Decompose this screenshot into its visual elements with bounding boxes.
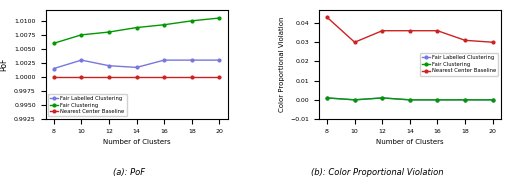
Fair Labelled Clustering <box>489 99 495 101</box>
Fair Labelled Clustering <box>323 97 329 99</box>
Nearest Center Baseline <box>161 76 167 78</box>
Fair Labelled Clustering <box>406 99 412 101</box>
Fair Clustering <box>106 31 112 33</box>
Line: Fair Clustering: Fair Clustering <box>325 97 493 101</box>
Fair Clustering <box>216 17 222 19</box>
Fair Clustering <box>133 26 139 29</box>
Line: Fair Labelled Clustering: Fair Labelled Clustering <box>325 97 493 101</box>
Text: (a): PoF: (a): PoF <box>113 168 145 177</box>
Fair Clustering <box>378 97 384 99</box>
Nearest Center Baseline <box>461 39 467 41</box>
Fair Clustering <box>461 99 467 101</box>
Legend: Fair Labelled Clustering, Fair Clustering, Nearest Center Baseline: Fair Labelled Clustering, Fair Clusterin… <box>419 53 497 75</box>
Nearest Center Baseline <box>406 30 412 32</box>
Fair Labelled Clustering <box>378 97 384 99</box>
Nearest Center Baseline <box>188 76 194 78</box>
Fair Clustering <box>78 34 84 36</box>
Fair Clustering <box>406 99 412 101</box>
X-axis label: Number of Clusters: Number of Clusters <box>103 139 170 145</box>
Fair Clustering <box>489 99 495 101</box>
Nearest Center Baseline <box>133 76 139 78</box>
Fair Clustering <box>351 99 357 101</box>
Line: Fair Labelled Clustering: Fair Labelled Clustering <box>53 59 220 70</box>
Line: Nearest Center Baseline: Nearest Center Baseline <box>325 16 493 44</box>
Nearest Center Baseline <box>50 76 57 78</box>
Fair Clustering <box>323 97 329 99</box>
Fair Labelled Clustering <box>133 66 139 69</box>
Fair Labelled Clustering <box>461 99 467 101</box>
Fair Labelled Clustering <box>106 65 112 67</box>
Nearest Center Baseline <box>78 76 84 78</box>
Line: Fair Clustering: Fair Clustering <box>53 17 220 45</box>
Legend: Fair Labelled Clustering, Fair Clustering, Nearest Center Baseline: Fair Labelled Clustering, Fair Clusterin… <box>48 94 126 116</box>
Fair Labelled Clustering <box>78 59 84 61</box>
Text: (b): Color Proportional Violation: (b): Color Proportional Violation <box>310 168 442 177</box>
Fair Labelled Clustering <box>188 59 194 61</box>
Nearest Center Baseline <box>351 41 357 43</box>
Nearest Center Baseline <box>378 30 384 32</box>
Nearest Center Baseline <box>489 41 495 43</box>
Nearest Center Baseline <box>216 76 222 78</box>
Fair Labelled Clustering <box>161 59 167 61</box>
Nearest Center Baseline <box>106 76 112 78</box>
Fair Labelled Clustering <box>216 59 222 61</box>
Nearest Center Baseline <box>323 16 329 18</box>
Fair Clustering <box>161 24 167 26</box>
Fair Labelled Clustering <box>434 99 440 101</box>
Line: Nearest Center Baseline: Nearest Center Baseline <box>53 76 220 78</box>
X-axis label: Number of Clusters: Number of Clusters <box>375 139 443 145</box>
Fair Labelled Clustering <box>50 67 57 70</box>
Y-axis label: Color Proportional Violation: Color Proportional Violation <box>278 17 284 112</box>
Nearest Center Baseline <box>434 30 440 32</box>
Fair Clustering <box>434 99 440 101</box>
Y-axis label: PoF: PoF <box>0 58 9 71</box>
Fair Clustering <box>188 20 194 22</box>
Fair Clustering <box>50 42 57 44</box>
Fair Labelled Clustering <box>351 99 357 101</box>
